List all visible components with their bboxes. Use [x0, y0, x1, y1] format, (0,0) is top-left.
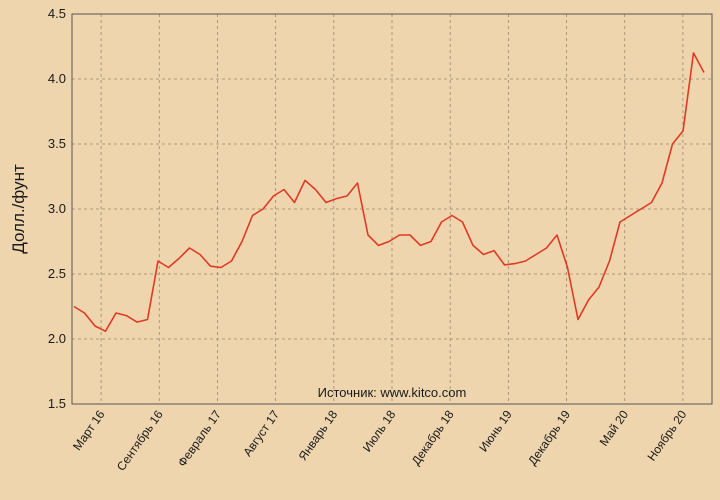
x-axis-ticks: Март 16 Сентябрь 16 Февраль 17 Август 17 Янв… — [70, 407, 690, 473]
x-tick-label: Август 17 — [240, 407, 282, 459]
y-tick-label: 4.0 — [48, 71, 66, 86]
y-tick-label: 4.5 — [48, 6, 66, 21]
x-tick-label: Сентябрь 16 — [114, 407, 166, 473]
series-line — [73, 52, 705, 332]
y-tick-label: 2.5 — [48, 266, 66, 281]
y-tick-label: 3.0 — [48, 201, 66, 216]
y-tick-label: 1.5 — [48, 396, 66, 411]
y-axis-label: Долл./фунт — [9, 164, 28, 254]
x-tick-label: Март 16 — [70, 407, 108, 452]
x-tick-label: Январь 18 — [296, 407, 341, 463]
y-tick-label: 3.5 — [48, 136, 66, 151]
x-tick-label: Февраль 17 — [175, 407, 224, 469]
source-annotation: Источник: www.kitco.com — [318, 385, 467, 400]
x-tick-label: Май 20 — [597, 407, 632, 448]
x-tick-label: Декабрь 18 — [409, 407, 457, 467]
y-axis-ticks: 1.5 2.0 2.5 3.0 3.5 4.0 4.5 — [48, 6, 66, 411]
x-tick-label: Декабрь 19 — [525, 407, 573, 467]
x-tick-label: Июль 18 — [360, 407, 399, 454]
x-tick-label: Июнь 19 — [476, 407, 515, 454]
grid-lines — [72, 13, 712, 405]
x-tick-label: Ноябрь 20 — [644, 407, 689, 463]
plot-frame — [71, 13, 713, 405]
y-tick-label: 2.0 — [48, 331, 66, 346]
